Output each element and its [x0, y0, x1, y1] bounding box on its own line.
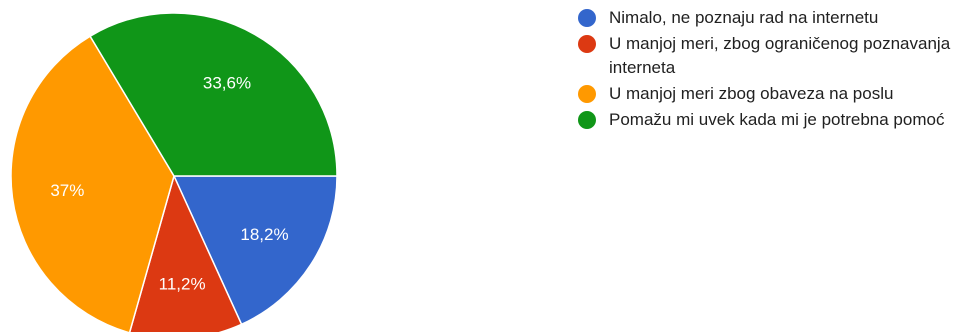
- legend-label: U manjoj meri zbog obaveza na poslu: [609, 84, 893, 103]
- pie-chart: 18,2% 11,2% 37% 33,6%: [0, 0, 560, 332]
- legend-swatch-icon: [578, 9, 596, 27]
- legend-item: U manjoj meri, zbog ograničenog poznavan…: [578, 32, 975, 80]
- legend-item: U manjoj meri zbog obaveza na poslu: [578, 82, 975, 106]
- legend-item: Nimalo, ne poznaju rad na internetu: [578, 6, 975, 30]
- legend-label: Pomažu mi uvek kada mi je potrebna pomoć: [609, 110, 944, 129]
- slice-value-label: 18,2%: [240, 225, 288, 244]
- legend-label: U manjoj meri, zbog ograničenog poznavan…: [609, 34, 950, 77]
- legend-label: Nimalo, ne poznaju rad na internetu: [609, 8, 878, 27]
- legend-swatch-icon: [578, 35, 596, 53]
- slice-value-label: 33,6%: [203, 73, 251, 92]
- slice-value-label: 37%: [50, 181, 84, 200]
- legend: Nimalo, ne poznaju rad na internetu U ma…: [578, 6, 975, 134]
- legend-swatch-icon: [578, 111, 596, 129]
- legend-swatch-icon: [578, 85, 596, 103]
- slice-value-label: 11,2%: [159, 274, 206, 293]
- legend-item: Pomažu mi uvek kada mi je potrebna pomoć: [578, 108, 975, 132]
